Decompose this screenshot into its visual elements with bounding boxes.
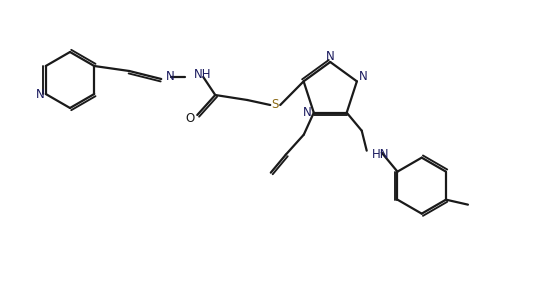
Text: N: N bbox=[166, 70, 175, 84]
Text: O: O bbox=[186, 113, 195, 126]
Text: N: N bbox=[302, 106, 311, 119]
Text: N: N bbox=[326, 50, 335, 63]
Text: S: S bbox=[271, 99, 279, 111]
Text: N: N bbox=[35, 88, 44, 101]
Text: N: N bbox=[359, 70, 367, 83]
Text: NH: NH bbox=[194, 68, 212, 81]
Text: HN: HN bbox=[372, 148, 389, 161]
